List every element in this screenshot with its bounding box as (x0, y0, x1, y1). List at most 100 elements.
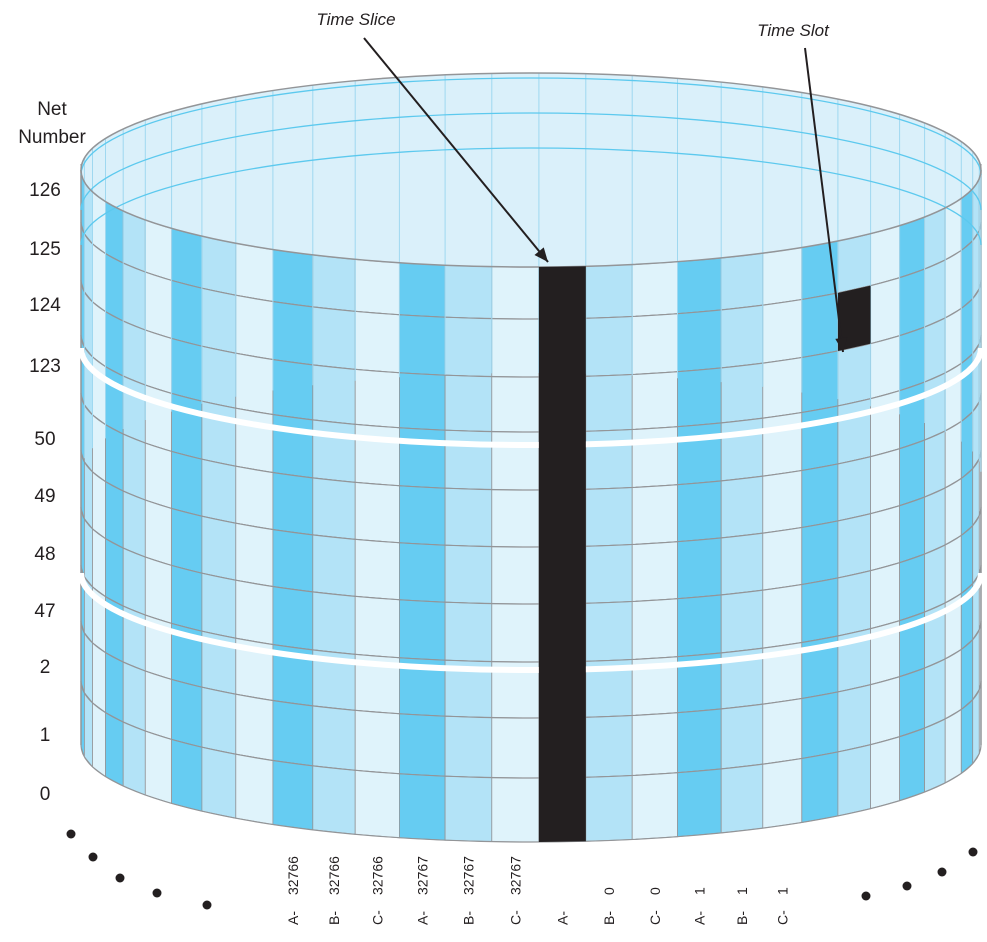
slot-cell (960, 638, 974, 711)
slot-phase: A- (414, 911, 430, 925)
slot-cell (122, 262, 146, 331)
slot-cell (801, 405, 839, 471)
slot-number: 0 (601, 887, 617, 895)
slot-cell (720, 304, 764, 369)
slot-number: 0 (647, 887, 663, 895)
slot-cell (122, 661, 146, 732)
slot-cell (105, 537, 124, 607)
slot-cell (312, 477, 356, 540)
slot-number: 0 (554, 887, 570, 895)
slot-label: B- 32767 (460, 856, 476, 925)
net-number-heading-line1: Net (37, 99, 67, 120)
slot-phase: B- (460, 911, 476, 925)
slot-cell (171, 337, 203, 402)
slot-cell (398, 427, 446, 489)
net-number-label: 49 (34, 486, 55, 507)
slot-cell (491, 489, 540, 548)
continuation-dot (937, 867, 947, 877)
slot-cell (235, 465, 274, 530)
slot-cell (960, 239, 974, 310)
slot-cell (837, 456, 871, 522)
slot-cell (92, 300, 106, 368)
slot-cell (84, 290, 93, 358)
inner-ring (80, 147, 982, 246)
slot-cell (92, 355, 106, 426)
continuation-dot (152, 888, 162, 898)
slot-cell (122, 375, 146, 444)
slot-cell (144, 499, 173, 566)
slot-cell (870, 448, 900, 515)
slot-cell (837, 513, 871, 579)
slot-cell (899, 553, 925, 622)
slot-phase: A- (554, 911, 570, 925)
slot-cell (899, 326, 925, 392)
continuation-dot (115, 873, 125, 883)
slot-cell (491, 318, 540, 378)
slot-cell (972, 229, 980, 300)
time-slice-arrow-head (534, 247, 548, 262)
slot-cell (924, 259, 946, 328)
slot-cell (677, 480, 722, 543)
slot-cell (398, 773, 446, 841)
slot-cell (801, 751, 839, 823)
slot-cell (235, 352, 274, 415)
top-face-fill (81, 73, 981, 267)
slot-cell (924, 658, 946, 729)
net-number-label: 47 (34, 601, 55, 622)
slot-cell (354, 769, 400, 839)
slot-cell (944, 708, 962, 784)
slot-cell (720, 589, 764, 654)
slot-cell (105, 711, 124, 787)
slot-cell (720, 703, 764, 770)
slot-cell (105, 651, 124, 723)
slot-cell (720, 362, 764, 424)
slot-cell (491, 376, 540, 433)
slot-label: C- 32766 (369, 856, 385, 925)
slot-phase: B- (326, 911, 342, 925)
continuation-dot (968, 847, 978, 857)
slot-cell (354, 538, 400, 601)
slot-cell (972, 628, 980, 701)
slot-cell (444, 258, 493, 320)
net-number-labels: 126 125 124 123 50 49 48 47 2 1 0 (29, 180, 61, 805)
slot-cell (491, 260, 540, 320)
slot-cell (272, 359, 314, 421)
slot-cell (354, 481, 400, 544)
slot-cell (720, 763, 764, 834)
slot-cell (944, 249, 962, 319)
slot-cell (84, 691, 93, 768)
slot-cell (201, 746, 237, 819)
slot-cell (312, 306, 356, 370)
slot-cell (312, 364, 356, 425)
slot-cell (801, 350, 839, 413)
net-number-label: 2 (40, 657, 51, 678)
slot-cell (92, 242, 106, 313)
slot-cell (870, 277, 900, 345)
slot-cell (122, 547, 146, 616)
slot-cell (762, 357, 803, 419)
net-number-label: 1 (40, 725, 51, 746)
slot-cell (677, 309, 722, 373)
slot-cell (235, 294, 274, 360)
net-number-label: 126 (29, 180, 61, 201)
slot-phase: B- (734, 911, 750, 925)
slot-cell (762, 698, 803, 765)
slot-cell (924, 718, 946, 793)
slot-cell (272, 760, 314, 831)
slot-cell (144, 556, 173, 624)
slot-labels: A- 32766 B- 32766 C- 32766 A- 32767 B- 32767 C- 327… (285, 856, 790, 925)
break-band-upper (78, 347, 984, 448)
slot-cell (235, 693, 274, 761)
slot-cell (171, 392, 203, 460)
slot-phase: C- (774, 910, 790, 925)
slot-cell (171, 450, 203, 517)
net-number-label: 0 (40, 784, 51, 805)
slot-cell (870, 505, 900, 572)
slot-cell (235, 579, 274, 645)
slot-cell (631, 426, 678, 488)
slot-label: C- 32767 (507, 856, 523, 925)
ring-line (80, 620, 982, 719)
slot-cell (837, 398, 871, 465)
slot-cell (144, 670, 173, 740)
slot-cell (944, 362, 962, 432)
